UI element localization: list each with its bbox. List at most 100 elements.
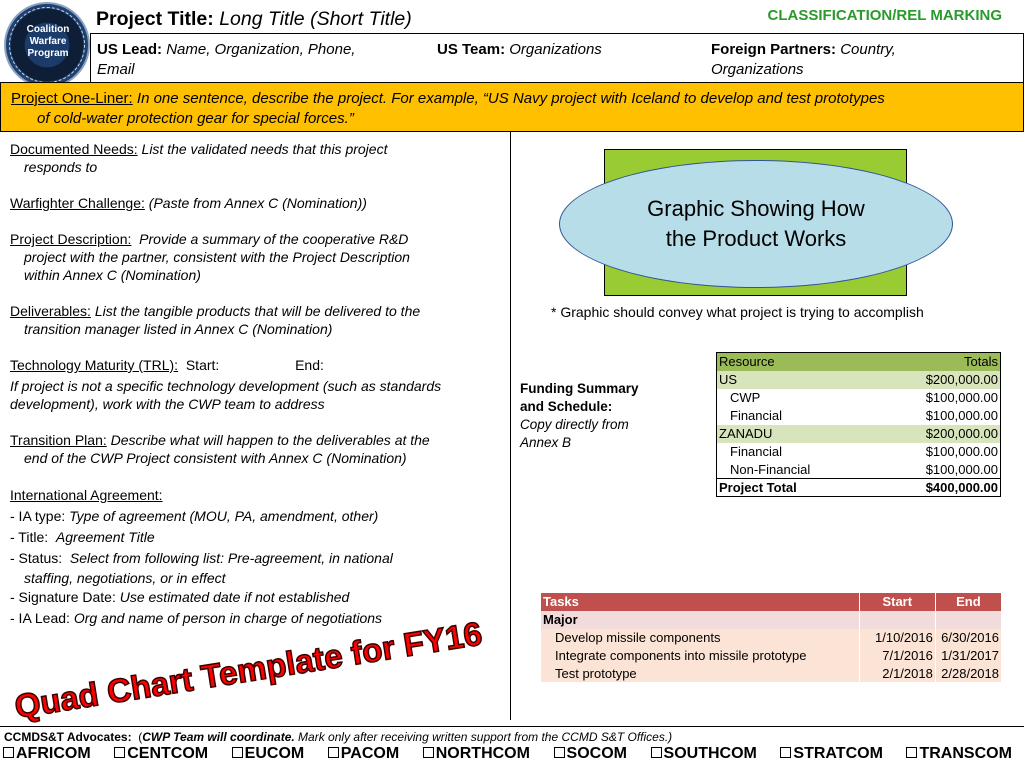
funding-row: US $200,000.00 — [716, 370, 1001, 389]
checkbox-icon[interactable] — [114, 747, 126, 758]
funding-row: Financial $100,000.00 — [717, 443, 1001, 461]
international-agreement: International Agreement: - IA type: Type… — [10, 485, 502, 629]
needs-text-2: responds to — [24, 159, 98, 175]
checkbox-icon[interactable] — [422, 747, 434, 758]
funding-total-cell: $100,000.00 — [925, 461, 998, 477]
checkbox-icon[interactable] — [3, 747, 14, 758]
funding-resource-cell: US — [716, 370, 875, 389]
command-checkbox-southcom[interactable]: SOUTHCOM — [650, 745, 757, 763]
us-team: US Team: Organizations — [437, 40, 697, 60]
transition-text: Describe what will happen to the deliver… — [110, 432, 430, 448]
us-lead-value: Name, Organization, Phone, — [166, 41, 356, 58]
one-liner-text-2: of cold-water protection gear for specia… — [37, 110, 354, 127]
checkbox-icon[interactable] — [650, 747, 662, 758]
trl-note-2: development), work with the CWP team to … — [10, 396, 325, 412]
funding-resource-cell: Financial — [730, 444, 783, 459]
advocates-line: CCMDS&T Advocates: (CWP Team will coordi… — [4, 730, 672, 744]
tasks-group-start — [858, 610, 936, 629]
ia-type-label: - IA type: — [10, 508, 66, 524]
us-lead-label: US Lead: — [97, 41, 163, 58]
ia-lead-text: Org and name of person in charge of nego… — [73, 610, 383, 626]
checkbox-icon[interactable] — [906, 747, 918, 758]
task-row: Integrate components into missile protot… — [540, 646, 1002, 665]
tasks-header-end: End — [934, 592, 1002, 611]
ia-lead: - IA Lead: Org and name of person in cha… — [10, 608, 502, 629]
advocates-bold: CWP Team will coordinate. — [142, 730, 295, 744]
funding-resource-cell: Financial — [730, 408, 783, 423]
project-description: Project Description: Provide a summary o… — [10, 230, 502, 284]
task-name-cell: Test prototype — [540, 664, 860, 683]
ia-lead-label: - IA Lead: — [10, 610, 70, 626]
task-end-cell: 1/31/2017 — [934, 646, 1002, 665]
command-checkbox-pacom[interactable]: PACOM — [327, 745, 399, 763]
leads-box: US Lead: Name, Organization, Phone, Emai… — [90, 33, 1024, 82]
funding-label: Funding Summary and Schedule: Copy direc… — [520, 380, 640, 452]
trl-note: If project is not a specific technology … — [10, 378, 442, 394]
ia-status-label: - Status: — [10, 550, 63, 566]
us-lead-value-2: Email — [97, 61, 135, 78]
command-label: CENTCOM — [127, 745, 209, 762]
description-text-2: project with the partner, consistent wit… — [24, 249, 410, 265]
ia-signature-text: Use estimated date if not established — [119, 589, 350, 605]
transition-text-2: end of the CWP Project consistent with A… — [24, 450, 407, 466]
description-text-3: within Annex C (Nomination) — [24, 267, 201, 283]
tasks-table: Tasks Start End Major Develop missile co… — [540, 592, 1002, 683]
command-checkbox-africom[interactable]: AFRICOM — [3, 745, 91, 763]
advocates-open: ( — [138, 730, 143, 744]
graphic-text: Graphic Showing How the Product Works — [647, 196, 865, 251]
trl-end: End: — [295, 357, 324, 373]
command-checkbox-transcom[interactable]: TRANSCOM — [906, 745, 1012, 763]
ia-signature: - Signature Date: Use estimated date if … — [10, 587, 502, 608]
funding-total-label: Project Total — [716, 478, 875, 497]
challenge-label: Warfighter Challenge: — [10, 195, 145, 211]
us-team-label: US Team: — [437, 41, 506, 58]
funding-row: Non-Financial $100,000.00 — [717, 461, 1001, 479]
one-liner-bar: Project One-Liner: In one sentence, desc… — [0, 82, 1024, 132]
logo-text: Coalition Warfare Program — [26, 24, 70, 59]
ia-signature-label: - Signature Date: — [10, 589, 116, 605]
advocates-text: Mark only after receiving written suppor… — [294, 730, 673, 744]
command-label: SOUTHCOM — [663, 745, 757, 762]
command-checkbox-centcom[interactable]: CENTCOM — [114, 745, 208, 763]
ia-status-text: Select from following list: Pre-agreemen… — [69, 550, 393, 566]
command-label: AFRICOM — [16, 745, 91, 762]
funding-label-bold: Funding Summary and Schedule: — [520, 381, 639, 414]
command-label: SOCOM — [566, 745, 627, 762]
command-checkbox-stratcom[interactable]: STRATCOM — [780, 745, 883, 763]
command-label: TRANSCOM — [919, 745, 1012, 762]
us-team-value: Organizations — [509, 41, 602, 58]
funding-row: CWP $100,000.00 — [717, 389, 1001, 407]
ia-title-label: - Title: — [10, 529, 49, 545]
funding-row: Financial $100,000.00 — [717, 407, 1001, 425]
funding-label-italic: Copy directly from Annex B — [520, 417, 629, 450]
tasks-header-start: Start — [858, 592, 936, 611]
ia-status: - Status: Select from following list: Pr… — [10, 548, 502, 569]
cwp-seal-icon: Coalition Warfare Program — [4, 2, 90, 88]
transition-label: Transition Plan: — [10, 432, 107, 448]
funding-total-value: $400,000.00 — [874, 478, 1001, 497]
checkbox-icon[interactable] — [780, 747, 792, 758]
funding-total-cell: $100,000.00 — [925, 444, 998, 459]
technology-maturity: Technology Maturity (TRL): Start: End: I… — [10, 356, 502, 413]
command-checkbox-eucom[interactable]: EUCOM — [231, 745, 304, 763]
checkbox-icon[interactable] — [231, 747, 243, 758]
one-liner-text: In one sentence, describe the project. F… — [136, 90, 885, 107]
documented-needs: Documented Needs: List the validated nee… — [10, 140, 502, 176]
command-label: STRATCOM — [793, 745, 883, 762]
funding-total-cell: $100,000.00 — [925, 408, 998, 423]
command-checkbox-socom[interactable]: SOCOM — [553, 745, 627, 763]
needs-text: List the validated needs that this proje… — [141, 141, 388, 157]
funding-resource-cell: ZANADU — [716, 424, 875, 443]
ia-label: International Agreement: — [10, 487, 163, 503]
description-text: Provide a summary of the cooperative R&D — [139, 231, 409, 247]
checkbox-icon[interactable] — [553, 747, 565, 758]
foreign-partners-value-2: Organizations — [711, 61, 804, 78]
task-start-cell: 1/10/2016 — [858, 628, 936, 647]
command-checkbox-northcom[interactable]: NORTHCOM — [422, 745, 530, 763]
checkbox-icon[interactable] — [327, 747, 339, 758]
tasks-group-label: Major — [540, 610, 860, 629]
project-title: Project Title: Long Title (Short Title) — [96, 8, 412, 31]
deliverables-text: List the tangible products that will be … — [94, 303, 421, 319]
warfighter-challenge: Warfighter Challenge: (Paste from Annex … — [10, 194, 502, 212]
description-label: Project Description: — [10, 231, 132, 247]
